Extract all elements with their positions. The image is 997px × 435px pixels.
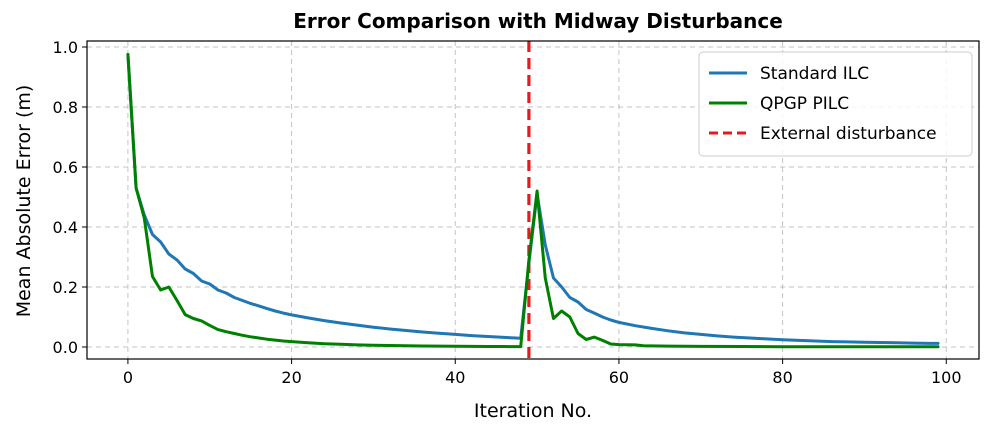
- legend-box: [698, 51, 973, 157]
- chart-title: Error Comparison with Midway Disturbance: [293, 9, 783, 33]
- y-tick-label: 0.4: [53, 218, 78, 237]
- legend-label: Standard ILC: [760, 64, 869, 84]
- y-axis-ticks: 0.0 0.2 0.4 0.6 0.8 1.0: [53, 38, 87, 357]
- x-tick-label: 0: [123, 368, 133, 387]
- y-tick-label: 0.2: [53, 278, 78, 297]
- x-axis-label: Iteration No.: [474, 400, 592, 422]
- legend: Standard ILC QPGP PILC External disturbanc…: [698, 51, 973, 157]
- y-tick-label: 1.0: [53, 38, 78, 57]
- x-tick-label: 40: [445, 368, 465, 387]
- x-tick-label: 100: [931, 368, 962, 387]
- y-axis-label: Mean Absolute Error (m): [13, 85, 35, 318]
- series-line-1: [126, 53, 940, 349]
- x-tick-label: 80: [772, 368, 792, 387]
- series-line-0: [126, 53, 940, 345]
- x-tick-label: 20: [281, 368, 301, 387]
- y-tick-label: 0.8: [53, 98, 78, 117]
- plot-frame: [86, 40, 980, 360]
- legend-label: QPGP PILC: [760, 94, 849, 114]
- legend-label: External disturbance: [760, 124, 937, 144]
- x-tick-label: 60: [609, 368, 629, 387]
- x-axis-ticks: 0 20 40 60 80 100: [123, 359, 962, 387]
- y-tick-label: 0.0: [53, 338, 78, 357]
- y-tick-label: 0.6: [53, 158, 78, 177]
- series-layer: [126, 53, 940, 349]
